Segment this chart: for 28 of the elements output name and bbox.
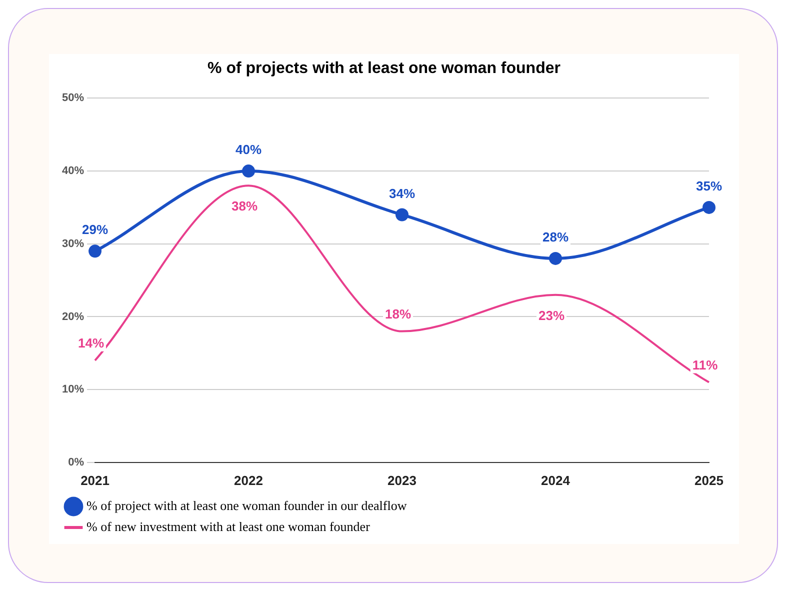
x-tick-label: 2024 bbox=[541, 472, 571, 488]
data-label: 29% bbox=[82, 222, 108, 238]
legend-label: % of project with at least one woman founder in our dealflow bbox=[86, 498, 408, 513]
x-tick-label: 2023 bbox=[388, 472, 416, 488]
chart-title: % of projects with at least one woman founder bbox=[208, 60, 560, 78]
point bbox=[549, 252, 562, 265]
data-label: 35% bbox=[696, 178, 722, 194]
data-label: 11% bbox=[692, 357, 718, 372]
data-label: 28% bbox=[542, 230, 569, 245]
data-label: 14% bbox=[78, 336, 104, 350]
x-tick-label: 2022 bbox=[234, 472, 263, 488]
y-tick-label: 10% bbox=[62, 384, 84, 396]
y-tick-label: 40% bbox=[62, 165, 84, 178]
x-tick-label: 2025 bbox=[694, 472, 724, 488]
point bbox=[702, 200, 716, 214]
data-label: 38% bbox=[231, 198, 258, 214]
data-label: 34% bbox=[388, 186, 416, 201]
x-tick-label: 2021 bbox=[80, 472, 110, 488]
data-label: 40% bbox=[235, 142, 262, 158]
y-tick-label: 30% bbox=[62, 238, 84, 250]
data-label: 23% bbox=[538, 308, 565, 323]
point bbox=[396, 208, 409, 222]
y-tick-label: 20% bbox=[62, 310, 84, 323]
legend-label: % of new investment with at least one woman founder bbox=[86, 518, 371, 534]
point bbox=[242, 164, 256, 178]
data-label: 18% bbox=[384, 306, 412, 322]
y-tick-label: 50% bbox=[62, 92, 84, 104]
y-tick-label: 0% bbox=[68, 456, 84, 468]
